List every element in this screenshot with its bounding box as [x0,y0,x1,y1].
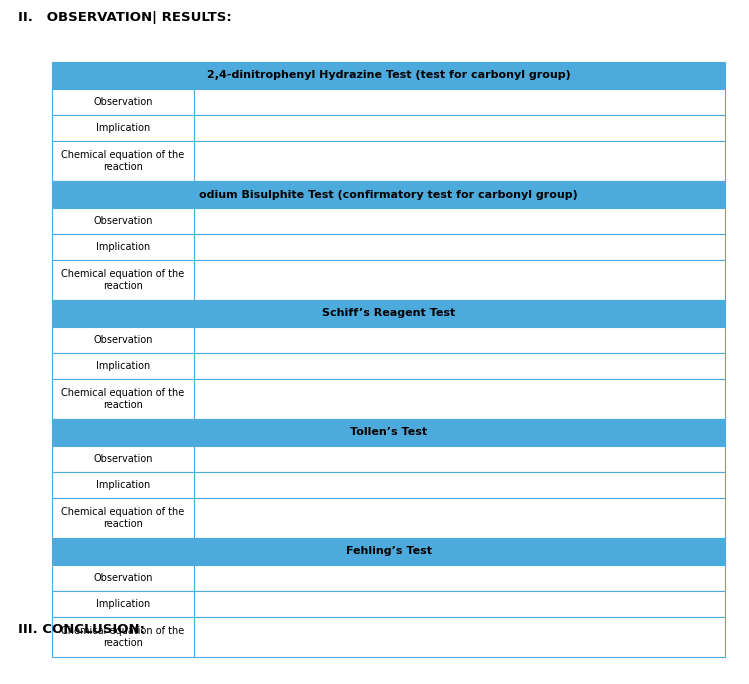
Text: Chemical equation of the
reaction: Chemical equation of the reaction [61,150,184,172]
Text: Implication: Implication [96,123,150,133]
Bar [52,538,725,565]
Text: Chemical equation of the
reaction: Chemical equation of the reaction [61,508,184,529]
Text: Implication: Implication [96,242,150,252]
Bar [52,89,194,115]
Bar [52,565,194,591]
Bar [52,327,194,353]
Text: Implication: Implication [96,599,150,609]
Text: Fehling’s Test: Fehling’s Test [345,547,431,557]
Bar [194,89,725,115]
Text: III. CONCLUSION:: III. CONCLUSION: [18,623,145,636]
Bar [194,472,725,498]
Bar [52,472,194,498]
Bar [52,617,194,657]
Bar [194,591,725,617]
Bar [194,446,725,472]
Text: Chemical equation of the
reaction: Chemical equation of the reaction [61,626,184,648]
Bar [52,181,725,208]
Bar [52,300,725,327]
Bar [52,498,194,538]
Bar [194,617,725,657]
Text: Observation: Observation [93,216,153,226]
Bar [52,260,194,300]
Bar [194,327,725,353]
Text: odium Bisulphite Test (confirmatory test for carbonyl group): odium Bisulphite Test (confirmatory test… [199,189,578,200]
Bar [194,498,725,538]
Text: Observation: Observation [93,97,153,107]
Bar [52,379,194,419]
Bar [52,208,194,234]
Text: 2,4-dinitrophenyl Hydrazine Test (test for carbonyl group): 2,4-dinitrophenyl Hydrazine Test (test f… [207,70,571,81]
Bar [194,260,725,300]
Text: Implication: Implication [96,480,150,490]
Bar [194,208,725,234]
Text: Tollen’s Test: Tollen’s Test [350,428,427,438]
Bar [52,141,194,181]
Text: Schiff’s Reagent Test: Schiff’s Reagent Test [322,308,455,319]
Bar [52,591,194,617]
Bar [194,115,725,141]
Bar [52,419,725,446]
Bar [194,353,725,379]
Bar [52,62,725,89]
Bar [52,234,194,260]
Text: II.   OBSERVATION| RESULTS:: II. OBSERVATION| RESULTS: [18,11,231,24]
Bar [194,234,725,260]
Bar [194,141,725,181]
Text: Chemical equation of the
reaction: Chemical equation of the reaction [61,269,184,291]
Text: Chemical equation of the
reaction: Chemical equation of the reaction [61,389,184,410]
Text: Observation: Observation [93,573,153,583]
Bar [52,353,194,379]
Text: Observation: Observation [93,335,153,345]
Bar [194,379,725,419]
Bar [52,115,194,141]
Bar [52,446,194,472]
Text: Observation: Observation [93,454,153,464]
Text: Implication: Implication [96,361,150,371]
Bar [194,565,725,591]
